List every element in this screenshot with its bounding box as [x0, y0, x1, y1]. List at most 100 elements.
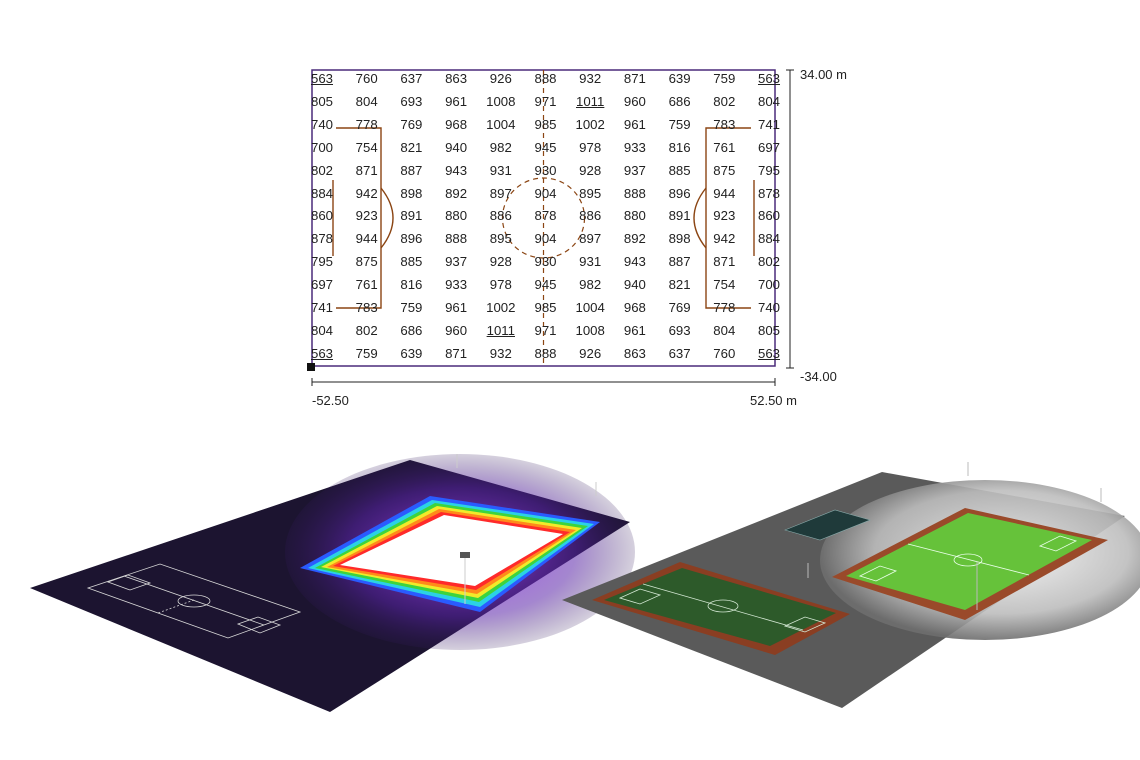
- grid-value: 985: [534, 300, 557, 315]
- grid-value: 943: [623, 254, 646, 270]
- grid-value: 931: [489, 162, 512, 178]
- grid-value: 961: [445, 93, 468, 109]
- pitch-markings-lit: [858, 535, 1078, 582]
- centre-circle: [501, 177, 586, 259]
- grid-value: 816: [668, 139, 691, 155]
- grid-value: 930: [534, 162, 557, 178]
- grid-value: 804: [713, 322, 736, 338]
- grid-value: 898: [400, 185, 423, 201]
- grid-value: 693: [668, 322, 691, 338]
- grid-value: 783: [713, 116, 736, 132]
- grid-value: 937: [623, 162, 646, 178]
- grid-value: 639: [400, 345, 423, 361]
- grid-value: 741: [310, 300, 334, 315]
- grid-value: 761: [713, 139, 736, 155]
- grid-value: 923: [713, 208, 736, 224]
- grid-value: 871: [623, 71, 646, 86]
- grid-value: 896: [400, 231, 423, 247]
- grid-value: 563: [757, 71, 781, 86]
- grid-value: 639: [668, 71, 691, 86]
- grid-value: 928: [489, 254, 512, 270]
- pitch-outline-diagram: [307, 69, 794, 386]
- grid-value: 700: [310, 139, 334, 155]
- grid-value: 904: [534, 185, 557, 201]
- grid-value: 942: [355, 185, 378, 201]
- grid-value: 563: [310, 71, 334, 86]
- grid-value: 880: [445, 208, 468, 224]
- grid-value: 697: [310, 277, 334, 293]
- grid-value: 982: [579, 277, 602, 293]
- heatmap-saturated-zone: [340, 515, 563, 586]
- grid-value: 884: [310, 185, 334, 201]
- grid-value: 891: [668, 208, 691, 224]
- grid-value: 878: [310, 231, 334, 247]
- grid-value: 897: [489, 185, 512, 201]
- grid-value: 961: [623, 322, 646, 338]
- grid-value: 926: [579, 345, 602, 361]
- grid-value: 802: [757, 254, 781, 270]
- grid-value: 759: [400, 300, 423, 315]
- grid-value: 933: [445, 277, 468, 293]
- grid-value: 1002: [486, 300, 516, 315]
- grid-value: 884: [757, 231, 781, 247]
- dark-pitch: [604, 568, 836, 646]
- grid-value: 1004: [575, 300, 605, 315]
- grid-value: 968: [445, 116, 468, 132]
- x-axis-left-label: -52.50: [312, 393, 349, 408]
- y-axis-top-label: 34.00 m: [800, 67, 847, 82]
- grid-value: 892: [445, 185, 468, 201]
- grid-value: 754: [713, 277, 736, 293]
- grid-value: 940: [623, 277, 646, 293]
- luminaire-cluster-icon: [460, 552, 470, 558]
- grid-value: 960: [445, 322, 468, 338]
- grid-value: 945: [534, 277, 557, 293]
- grid-value: 888: [623, 185, 646, 201]
- grid-value: 880: [623, 208, 646, 224]
- grid-value: 860: [310, 208, 334, 224]
- grid-value: 891: [400, 208, 423, 224]
- grid-value: 563: [757, 345, 781, 361]
- pylon-markers-right: [807, 462, 1102, 610]
- pitch-markings-dark: [618, 583, 827, 633]
- grid-value: 960: [623, 93, 646, 109]
- grid-value: 686: [400, 322, 423, 338]
- grid-value: 885: [668, 162, 691, 178]
- grid-value: 863: [623, 345, 646, 361]
- grid-value: 878: [534, 208, 557, 224]
- grid-value: 1004: [486, 116, 516, 132]
- grid-value: 759: [713, 71, 736, 86]
- lit-pitch: [846, 513, 1092, 610]
- y-axis-bottom-label: -34.00: [800, 369, 837, 384]
- 3d-stadium-render: [562, 462, 1140, 708]
- grid-value: 804: [310, 322, 334, 338]
- grid-value: 945: [534, 139, 557, 155]
- grid-value: 1011: [486, 322, 515, 338]
- grid-value: 888: [534, 71, 557, 86]
- grandstand: [784, 509, 871, 541]
- false-color-heatmap-render: [30, 454, 635, 712]
- grid-value: 802: [355, 322, 378, 338]
- origin-marker: [307, 363, 315, 371]
- pylon-markers: [456, 454, 597, 604]
- grid-value: 968: [623, 300, 646, 315]
- grid-value: 795: [310, 254, 334, 270]
- grid-value: 887: [400, 162, 423, 178]
- grid-value: 754: [355, 139, 378, 155]
- right-penalty-box: [705, 127, 751, 309]
- grid-value: 871: [713, 254, 736, 270]
- left-penalty-box: [336, 127, 382, 309]
- grid-value: 761: [355, 277, 378, 293]
- grid-value: 802: [713, 93, 736, 109]
- grid-value: 637: [400, 71, 423, 86]
- left-penalty-arc: [380, 187, 394, 249]
- grid-value: 931: [579, 254, 602, 270]
- illuminance-grid-panel: 563 760 637 863 926 888 932 871 639 759 563 805 804 6…: [307, 67, 847, 408]
- grid-value: 1008: [486, 93, 516, 109]
- grid-value: 898: [668, 231, 691, 247]
- grid-value: 1011: [576, 93, 605, 109]
- grid-value: 804: [757, 93, 781, 109]
- grid-value: 805: [310, 93, 334, 109]
- grid-value: 802: [310, 162, 334, 178]
- grid-value: 982: [489, 139, 512, 155]
- grid-value: 944: [713, 185, 736, 201]
